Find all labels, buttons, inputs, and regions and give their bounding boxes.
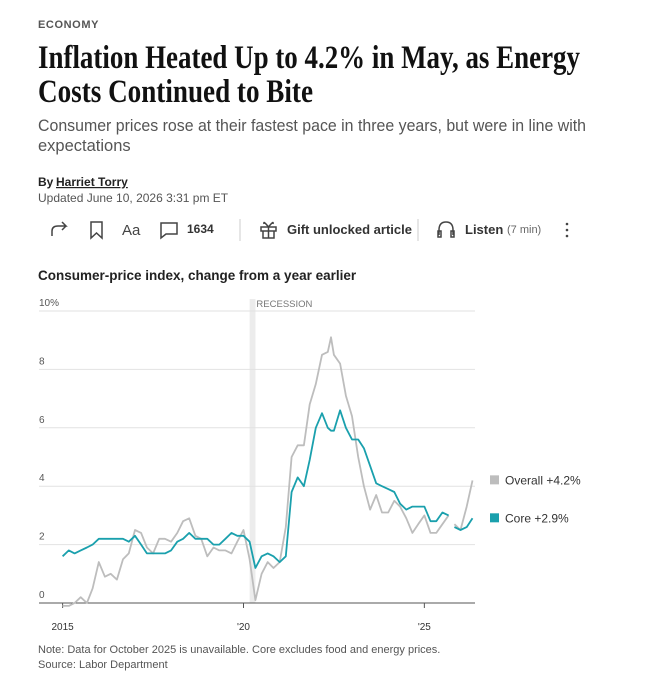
legend-label: Core +2.9%: [505, 511, 569, 525]
comment-icon[interactable]: [160, 222, 178, 240]
chart-note: Note: Data for October 2025 is unavailab…: [38, 644, 440, 656]
toolbar: [51, 219, 455, 241]
series-line: [454, 517, 474, 531]
series-line: [62, 336, 450, 607]
text-size-button[interactable]: Aa: [122, 222, 141, 239]
bookmark-icon[interactable]: [90, 221, 103, 240]
y-tick-label: 6: [39, 415, 45, 426]
listen-button[interactable]: Listen: [465, 222, 503, 237]
headphones-icon[interactable]: [437, 221, 455, 238]
x-tick-label: '20: [237, 622, 250, 633]
listen-duration: (7 min): [507, 224, 541, 236]
y-tick-label: 8: [39, 356, 45, 367]
headline: Costs Continued to Bite: [38, 74, 313, 110]
legend-swatch: [490, 475, 499, 485]
chart-source: Source: Labor Department: [38, 659, 168, 671]
subtitle: expectations: [38, 137, 131, 155]
gift-icon[interactable]: [260, 221, 277, 239]
share-icon[interactable]: [51, 221, 68, 236]
updated-date: Updated June 10, 2026 3:31 pm ET: [38, 191, 229, 205]
chart-title: Consumer-price index, change from a year…: [38, 268, 357, 283]
y-tick-label: 2: [39, 532, 45, 543]
recession-label: RECESSION: [256, 299, 312, 310]
more-icon[interactable]: [565, 222, 569, 238]
y-tick-label: 10%: [39, 298, 59, 309]
section-label[interactable]: ECONOMY: [38, 19, 99, 31]
x-tick-label: '25: [418, 622, 431, 633]
comment-count[interactable]: 1634: [187, 222, 214, 236]
series-line: [453, 480, 474, 531]
subtitle: Consumer prices rose at their fastest pa…: [38, 117, 586, 135]
x-tick-label: 2015: [51, 622, 74, 633]
author-link[interactable]: Harriet Torry: [56, 175, 128, 189]
headline: Inflation Heated Up to 4.2% in May, as E…: [38, 40, 580, 76]
byline-prefix: By: [38, 175, 54, 189]
legend-label: Overall +4.2%: [505, 473, 581, 487]
series-line: [61, 409, 449, 569]
recession-band: [249, 299, 256, 603]
legend-swatch: [490, 513, 499, 523]
y-tick-label: 0: [39, 590, 45, 601]
gift-button[interactable]: Gift unlocked article: [287, 222, 412, 237]
y-tick-label: 4: [39, 473, 45, 484]
